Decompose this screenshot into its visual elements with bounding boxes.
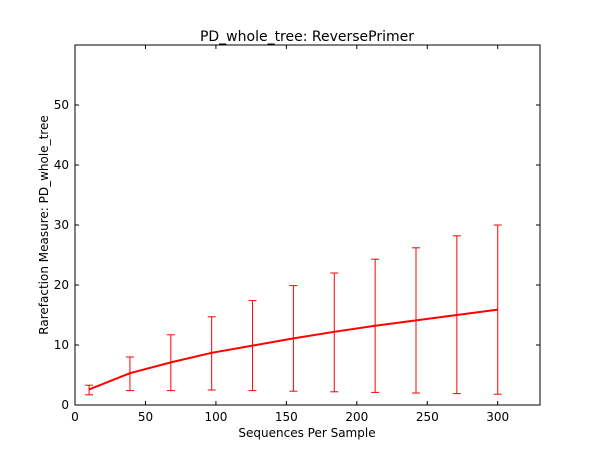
y-tick-label: 0 (61, 398, 69, 412)
x-tick-label: 200 (345, 410, 368, 424)
x-tick-label: 0 (71, 410, 79, 424)
y-axis-label: Rarefaction Measure: PD_whole_tree (37, 115, 51, 334)
y-tick-label: 30 (54, 218, 69, 232)
x-tick-label: 50 (138, 410, 153, 424)
x-axis-label: Sequences Per Sample (238, 426, 375, 440)
y-tick-label: 20 (54, 278, 69, 292)
y-tick-label: 50 (54, 98, 69, 112)
chart-title: PD_whole_tree: ReversePrimer (200, 29, 414, 45)
x-tick-label: 100 (204, 410, 227, 424)
x-tick-label: 300 (486, 410, 509, 424)
x-tick-label: 250 (416, 410, 439, 424)
series-line (88, 308, 498, 391)
y-tick-label: 10 (54, 338, 69, 352)
y-tick-label: 40 (54, 158, 69, 172)
plot-area: 0 50 100 150 200 250 300 0 10 20 30 40 50 (54, 44, 541, 424)
x-tick-label: 150 (275, 410, 298, 424)
